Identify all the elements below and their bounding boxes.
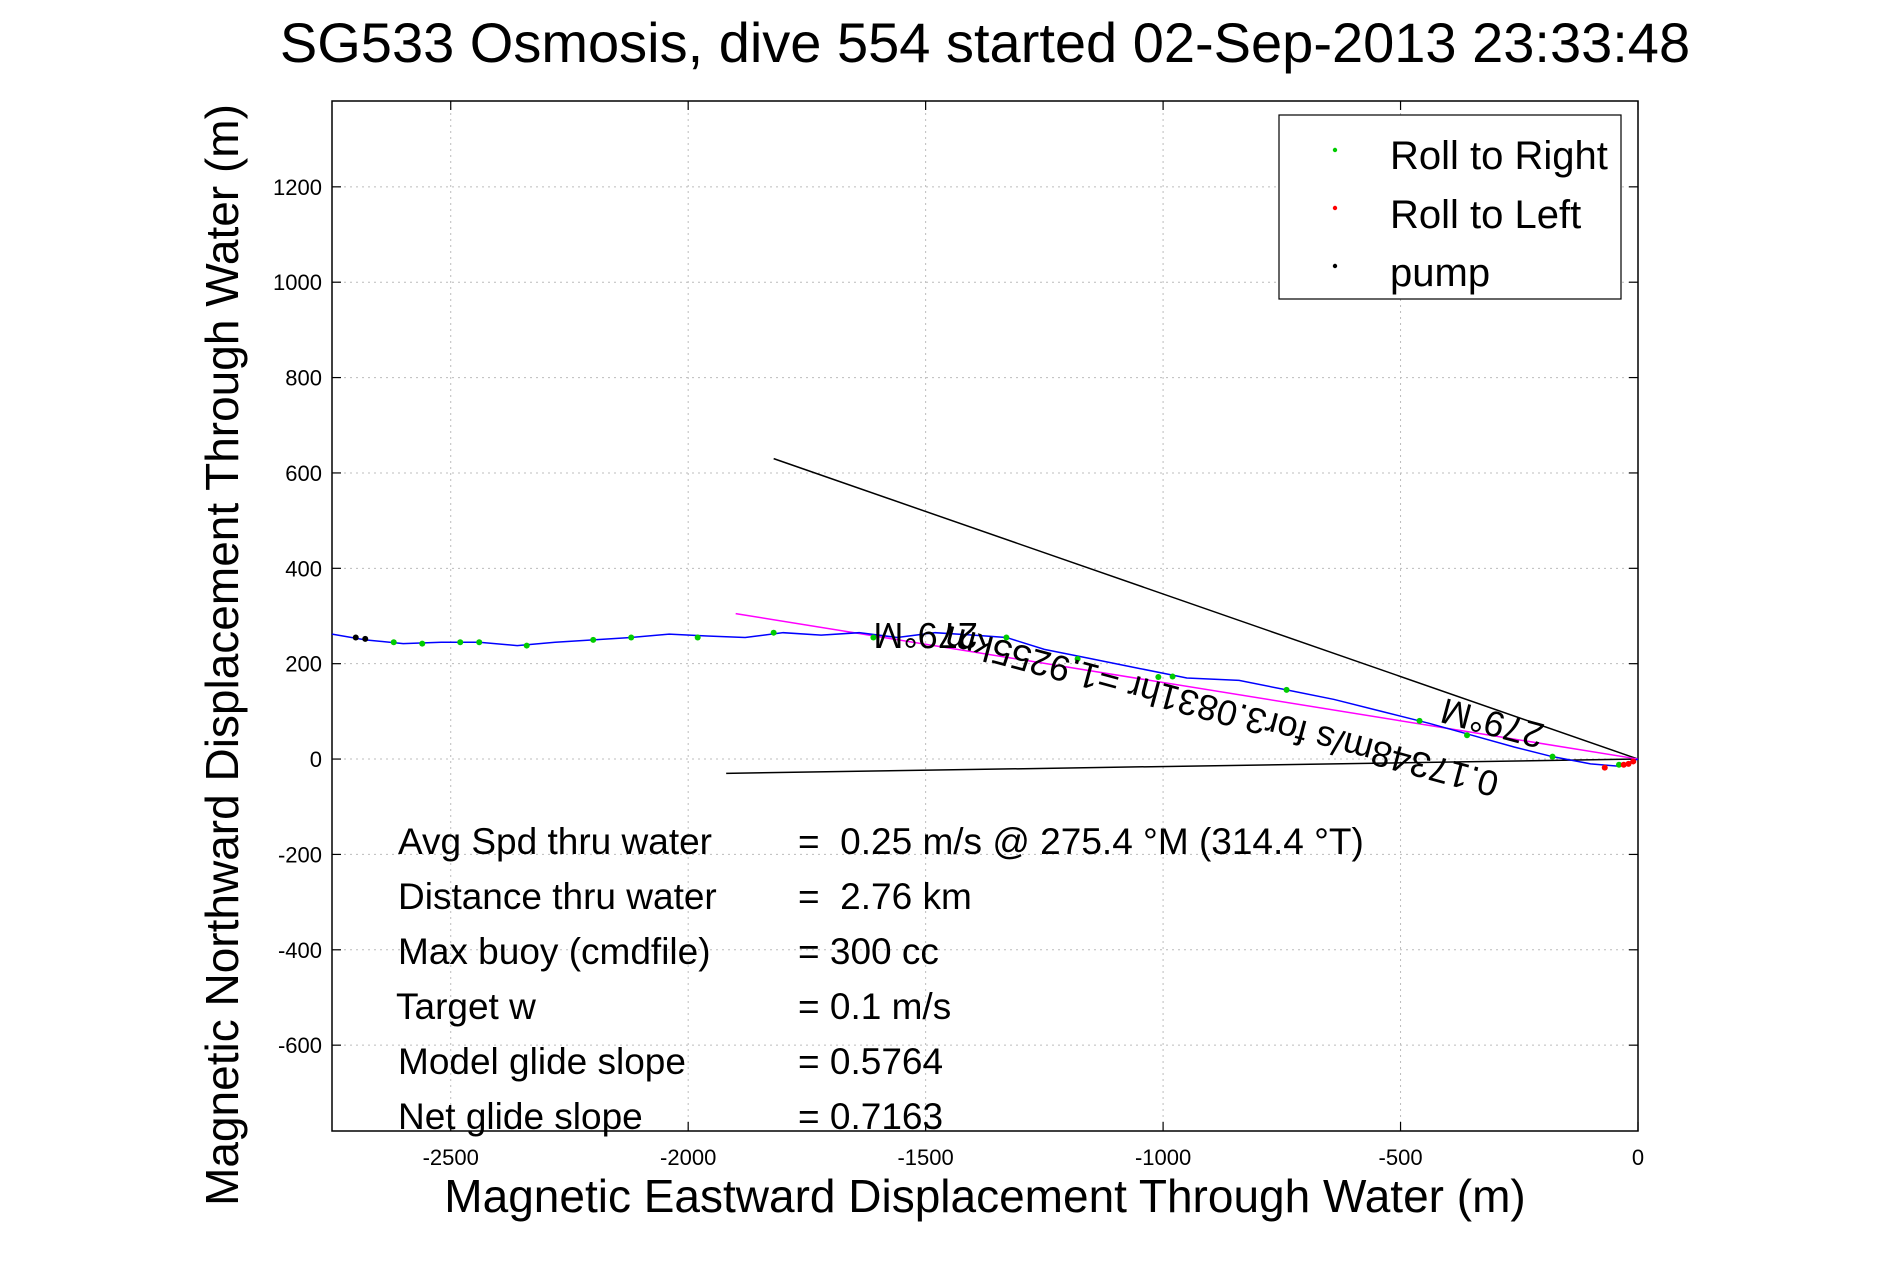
y-tick-label: 400 xyxy=(285,556,322,581)
y-tick-label: 200 xyxy=(285,652,322,677)
x-tick-label: -1000 xyxy=(1135,1145,1191,1170)
annotation-heading-1: 279°M xyxy=(873,615,977,656)
stat-label-target-w: Target w xyxy=(396,986,536,1027)
stat-label-max-buoy: Max buoy (cmdfile) xyxy=(398,931,711,972)
roll-right-point xyxy=(590,636,597,643)
roll-right-point xyxy=(770,629,777,636)
roll-right-point xyxy=(1169,673,1176,680)
roll-right-point xyxy=(628,634,635,641)
y-tick-label: 600 xyxy=(285,461,322,486)
roll-right-point xyxy=(870,634,877,641)
x-axis-label: Magnetic Eastward Displacement Through W… xyxy=(444,1170,1525,1222)
roll-right-point xyxy=(1416,717,1423,724)
y-tick-label: 1000 xyxy=(273,270,322,295)
heading-line-lower xyxy=(726,758,1639,775)
stat-value-distance: = 2.76 km xyxy=(798,876,972,917)
grid xyxy=(332,101,1639,1131)
stat-value-model-glide: = 0.5764 xyxy=(798,1041,943,1082)
stat-value-target-w: = 0.1 m/s xyxy=(798,986,951,1027)
roll-right-point xyxy=(1464,732,1471,739)
legend: Roll to Right Roll to Left pump xyxy=(1278,114,1622,300)
roll-right-point xyxy=(523,642,530,649)
stat-label-net-glide: Net glide slope xyxy=(398,1096,643,1137)
pump-points xyxy=(352,634,369,642)
roll-right-point xyxy=(457,639,464,646)
legend-label-pump: pump xyxy=(1390,251,1490,295)
roll-right-point xyxy=(1155,674,1162,681)
stat-label-avg-speed: Avg Spd thru water xyxy=(398,821,712,862)
y-tick-label: -200 xyxy=(278,842,322,867)
heading-line-upper xyxy=(773,457,1639,760)
y-tick-label: 800 xyxy=(285,366,322,391)
stat-label-model-glide: Model glide slope xyxy=(398,1041,686,1082)
y-tick-label: -600 xyxy=(278,1033,322,1058)
roll-right-points xyxy=(390,629,1623,768)
stat-value-net-glide: = 0.7163 xyxy=(798,1096,943,1137)
plot-frame xyxy=(331,100,1639,1132)
stat-value-max-buoy: = 300 cc xyxy=(798,931,939,972)
axis-ticks: -2500 -2000 -1500 -1000 -500 0-600-400-200020… xyxy=(273,101,1644,1170)
roll-right-point xyxy=(1074,655,1081,662)
roll-right-point xyxy=(1549,753,1556,760)
track-line xyxy=(331,631,1639,767)
roll-right-point xyxy=(1003,634,1010,641)
y-tick-label: 1200 xyxy=(273,175,322,200)
y-tick-label: -400 xyxy=(278,938,322,963)
roll-right-point xyxy=(390,639,397,646)
x-tick-label: -1500 xyxy=(897,1145,953,1170)
legend-label-roll-left: Roll to Left xyxy=(1390,193,1581,237)
legend-label-roll-right: Roll to Right xyxy=(1390,134,1608,178)
y-axis-label: Magnetic Northward Displacement Through … xyxy=(196,104,248,1206)
roll-right-point xyxy=(694,634,701,641)
roll-right-point xyxy=(419,640,426,647)
dive-stats: Avg Spd thru water = 0.25 m/s @ 275.4 °M… xyxy=(396,821,1364,1137)
pump-point xyxy=(352,634,359,641)
x-tick-label: -2500 xyxy=(423,1145,479,1170)
roll-left-point xyxy=(1625,760,1632,767)
pump-point xyxy=(362,635,369,642)
data-layer xyxy=(331,457,1639,775)
legend-marker-roll-right xyxy=(1332,147,1338,153)
legend-marker-roll-left xyxy=(1332,205,1338,211)
chart-title: SG533 Osmosis, dive 554 started 02-Sep-2… xyxy=(280,11,1690,74)
fit-line xyxy=(735,612,1639,760)
roll-right-point xyxy=(476,639,483,646)
roll-left-point xyxy=(1601,764,1608,771)
x-tick-label: 0 xyxy=(1632,1145,1644,1170)
legend-marker-pump xyxy=(1332,263,1338,269)
y-tick-label: 0 xyxy=(310,747,322,772)
roll-right-point xyxy=(1616,761,1623,768)
roll-right-point xyxy=(1283,686,1290,693)
roll-left-point xyxy=(1620,761,1627,768)
x-tick-label: -2000 xyxy=(660,1145,716,1170)
stat-value-avg-speed: = 0.25 m/s @ 275.4 °M (314.4 °T) xyxy=(798,821,1364,862)
stat-label-distance: Distance thru water xyxy=(398,876,717,917)
x-tick-label: -500 xyxy=(1379,1145,1423,1170)
roll-left-points xyxy=(1601,758,1637,771)
roll-left-point xyxy=(1630,758,1637,765)
